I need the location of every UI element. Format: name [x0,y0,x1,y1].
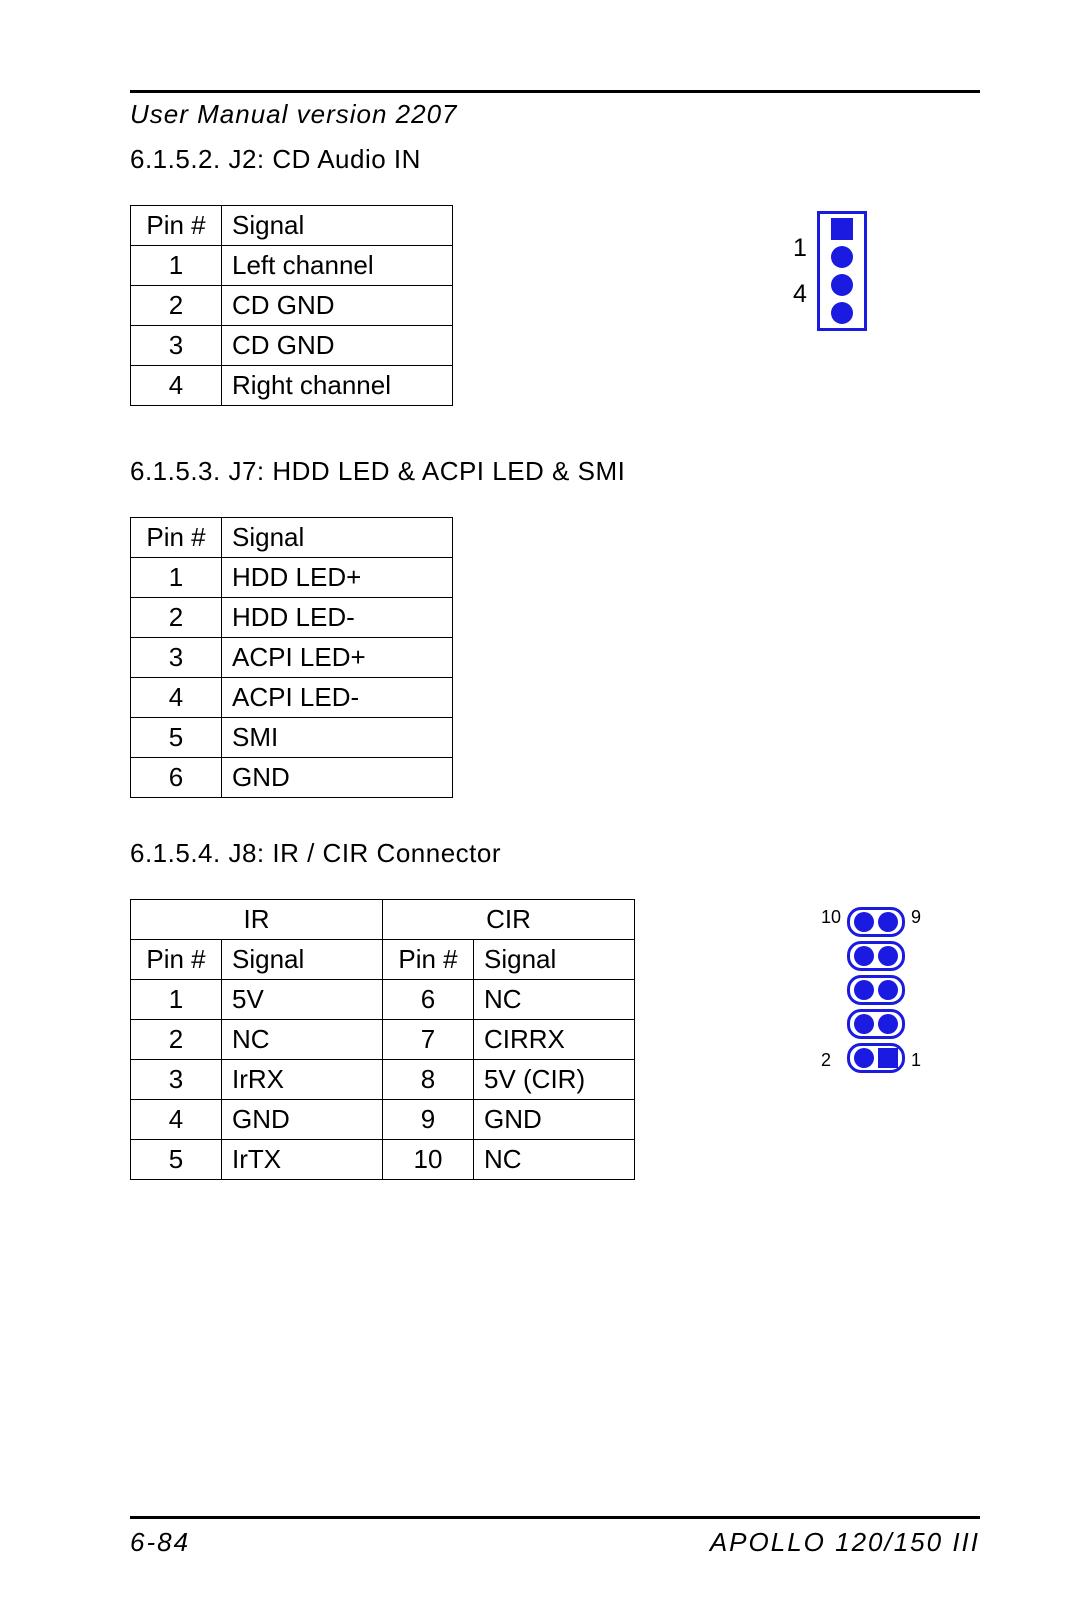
conn-label-bottom: 4 [793,271,807,317]
footer-product: APOLLO 120/150 III [710,1527,980,1558]
header-title: User Manual version 2207 [130,99,980,130]
connector-j8-left-labels: 10 2 [815,907,847,1071]
cell-sig: HDD LED- [222,598,453,638]
cell-pin: 3 [131,638,222,678]
cell-pin: 10 [383,1140,474,1180]
pin-row [847,1009,905,1039]
cell-pin: 3 [131,326,222,366]
cell-pin: 3 [131,1060,222,1100]
cell-sig: ACPI LED+ [222,638,453,678]
cell-sig: CD GND [222,286,453,326]
cell-pin: 7 [383,1020,474,1060]
pin-circle-icon [854,980,874,1000]
cell-sig: NC [474,980,635,1020]
footer-rule [130,1516,980,1519]
cell-sig: IrRX [222,1060,383,1100]
footer-page: 6-84 [130,1527,190,1558]
cell-pin: 9 [383,1100,474,1140]
cell-pin: 1 [131,558,222,598]
col-pin: Pin # [383,940,474,980]
section-title-j8: 6.1.5.4. J8: IR / CIR Connector [130,838,980,869]
pin-circle-icon [831,246,853,268]
pin-circle-icon [854,1048,874,1068]
cell-pin: 6 [383,980,474,1020]
conn-label-br: 1 [911,1050,921,1071]
cell-sig: GND [222,1100,383,1140]
pin-row [847,1043,905,1073]
pin-row [847,975,905,1005]
cell-sig: NC [222,1020,383,1060]
cell-pin: 2 [131,286,222,326]
cell-pin: 4 [131,1100,222,1140]
pin-square-icon [831,218,853,240]
connector-j8-diagram: 10 2 9 1 [815,907,927,1073]
section-title-j2: 6.1.5.2. J2: CD Audio IN [130,144,980,175]
conn-label-tr: 9 [911,907,921,928]
cell-sig: NC [474,1140,635,1180]
footer: 6-84 APOLLO 120/150 III [130,1516,980,1558]
col-signal: Signal [474,940,635,980]
col-signal: Signal [222,206,453,246]
cell-pin: 4 [131,366,222,406]
pin-circle-icon [831,274,853,296]
pin-circle-icon [878,912,898,932]
cell-pin: 1 [131,246,222,286]
cell-pin: 8 [383,1060,474,1100]
cell-pin: 6 [131,758,222,798]
cell-sig: CIRRX [474,1020,635,1060]
cell-sig: Right channel [222,366,453,406]
conn-label-tl: 10 [821,907,841,928]
cell-pin: 5 [131,718,222,758]
col-pin: Pin # [131,940,222,980]
col-pin: Pin # [131,206,222,246]
pin-row [847,907,905,937]
pin-circle-icon [854,946,874,966]
table-j7: Pin # Signal 1HDD LED+ 2HDD LED- 3ACPI L… [130,517,453,798]
table-j2: Pin # Signal 1Left channel 2CD GND 3CD G… [130,205,453,406]
cell-pin: 5 [131,1140,222,1180]
connector-j2-box [817,211,867,331]
section-j8-row: IR CIR Pin # Signal Pin # Signal 1 5V 6 … [130,899,980,1180]
pin-circle-icon [878,946,898,966]
header-rule [130,90,980,93]
pin-row [847,941,905,971]
group-ir: IR [131,900,383,940]
pin-circle-icon [878,980,898,1000]
cell-sig: CD GND [222,326,453,366]
section-j2-row: Pin # Signal 1Left channel 2CD GND 3CD G… [130,205,980,406]
col-pin: Pin # [131,518,222,558]
pin-circle-icon [831,302,853,324]
connector-j2-labels: 1 4 [793,225,807,317]
pin-circle-icon [878,1014,898,1034]
conn-label-top: 1 [793,225,807,271]
cell-sig: HDD LED+ [222,558,453,598]
cell-pin: 4 [131,678,222,718]
cell-sig: GND [222,758,453,798]
cell-sig: 5V [222,980,383,1020]
col-signal: Signal [222,940,383,980]
pin-circle-icon [854,1014,874,1034]
page: User Manual version 2207 6.1.5.2. J2: CD… [0,0,1080,1618]
connector-j8-box [847,907,905,1073]
conn-label-bl: 2 [821,1050,841,1071]
cell-pin: 2 [131,598,222,638]
connector-j8-right-labels: 9 1 [905,907,927,1071]
table-j8: IR CIR Pin # Signal Pin # Signal 1 5V 6 … [130,899,635,1180]
pin-circle-icon [854,912,874,932]
cell-sig: IrTX [222,1140,383,1180]
section-title-j7: 6.1.5.3. J7: HDD LED & ACPI LED & SMI [130,456,980,487]
connector-j2-diagram: 1 4 [793,211,867,331]
cell-pin: 1 [131,980,222,1020]
cell-sig: ACPI LED- [222,678,453,718]
group-cir: CIR [383,900,635,940]
cell-sig: SMI [222,718,453,758]
cell-sig: 5V (CIR) [474,1060,635,1100]
col-signal: Signal [222,518,453,558]
pin-square-icon [878,1048,898,1068]
cell-sig: Left channel [222,246,453,286]
cell-sig: GND [474,1100,635,1140]
cell-pin: 2 [131,1020,222,1060]
